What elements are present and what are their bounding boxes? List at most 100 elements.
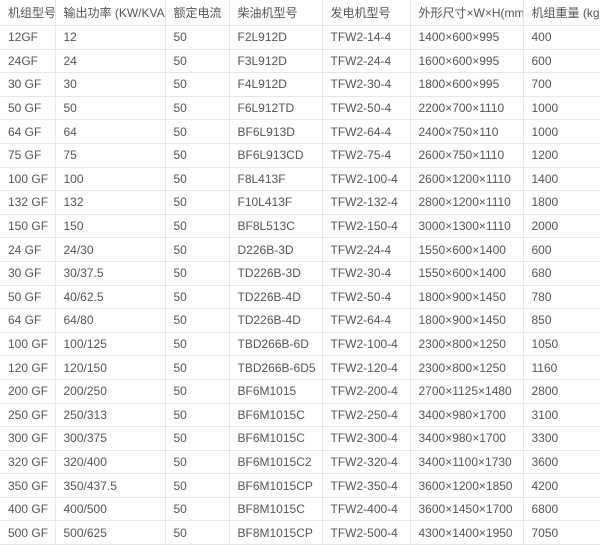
- cell-unit-weight: 600: [523, 49, 600, 74]
- table-row: 132 GF 132 50 F10L413F TFW2-132-4 2800×1200×1…: [0, 190, 600, 215]
- cell-unit-model: 250 GF: [0, 403, 56, 428]
- cell-rated-current: 50: [165, 214, 230, 239]
- cell-rated-current: 50: [165, 25, 230, 50]
- cell-generator-model: TFW2-132-4: [322, 190, 411, 215]
- cell-rated-current: 50: [165, 285, 230, 310]
- cell-rated-current: 50: [165, 96, 230, 121]
- cell-rated-current: 50: [165, 403, 230, 428]
- cell-generator-model: TFW2-250-4: [322, 403, 411, 428]
- cell-generator-model: TFW2-100-4: [322, 332, 411, 357]
- cell-dimensions: 3600×1450×1700: [410, 497, 524, 522]
- cell-generator-model: TFW2-320-4: [322, 450, 411, 475]
- cell-unit-weight: 7050: [523, 520, 600, 545]
- cell-unit-weight: 680: [523, 261, 600, 286]
- cell-diesel-engine-model: TD226B-4D: [229, 285, 323, 310]
- cell-diesel-engine-model: TD226B-4D: [229, 308, 323, 333]
- column-header-generator-model: 发电机型号: [322, 0, 411, 26]
- cell-unit-weight: 1000: [523, 119, 600, 144]
- cell-unit-model: 300 GF: [0, 426, 56, 451]
- column-header-rated-current: 额定电流: [165, 0, 230, 26]
- cell-diesel-engine-model: F2L912D: [229, 25, 323, 50]
- cell-rated-current: 50: [165, 473, 230, 498]
- cell-diesel-engine-model: BF6M1015C2: [229, 450, 323, 475]
- cell-unit-model: 132 GF: [0, 190, 56, 215]
- cell-dimensions: 2300×800×1250: [410, 355, 524, 380]
- table-row: 24GF 24 50 F3L912D TFW2-24-4 1600×600×995 600: [0, 49, 600, 74]
- cell-generator-model: TFW2-50-4: [322, 285, 411, 310]
- cell-unit-model: 200 GF: [0, 379, 56, 404]
- table-body: 12GF 12 50 F2L912D TFW2-14-4 1400×600×995 400 2…: [0, 25, 600, 545]
- cell-rated-current: 50: [165, 261, 230, 286]
- cell-generator-model: TFW2-30-4: [322, 261, 411, 286]
- cell-diesel-engine-model: F6L912TD: [229, 96, 323, 121]
- cell-diesel-engine-model: BF6M1015CP: [229, 473, 323, 498]
- cell-diesel-engine-model: F4L912D: [229, 72, 323, 97]
- cell-output-power: 64/80: [55, 308, 166, 333]
- cell-generator-model: TFW2-50-4: [322, 96, 411, 121]
- cell-rated-current: 50: [165, 355, 230, 380]
- cell-unit-model: 64 GF: [0, 308, 56, 333]
- cell-generator-model: TFW2-64-4: [322, 308, 411, 333]
- cell-unit-weight: 6800: [523, 497, 600, 522]
- table-row: 24 GF 24/30 50 D226B-3D TFW2-24-4 1550×600×14…: [0, 237, 600, 262]
- header-row: 机组型号 输出功率 (KW/KVA) 额定电流 柴油机型号 发电机型号 外形尺寸×W×H(…: [0, 0, 600, 26]
- cell-dimensions: 2600×750×1110: [410, 143, 524, 168]
- table-row: 350 GF 350/437.5 50 BF6M1015CP TFW2-350-4 360…: [0, 473, 600, 498]
- cell-diesel-engine-model: BF6L913CD: [229, 143, 323, 168]
- cell-dimensions: 3000×1300×1110: [410, 214, 524, 239]
- cell-generator-model: TFW2-24-4: [322, 49, 411, 74]
- cell-rated-current: 50: [165, 497, 230, 522]
- cell-output-power: 40/62.5: [55, 285, 166, 310]
- cell-unit-model: 24 GF: [0, 237, 56, 262]
- cell-output-power: 12: [55, 25, 166, 50]
- cell-unit-model: 30 GF: [0, 261, 56, 286]
- cell-output-power: 350/437.5: [55, 473, 166, 498]
- cell-generator-model: TFW2-300-4: [322, 426, 411, 451]
- cell-diesel-engine-model: F3L912D: [229, 49, 323, 74]
- table-row: 64 GF 64 50 BF6L913D TFW2-64-4 2400×750×110 10…: [0, 119, 600, 144]
- cell-diesel-engine-model: BF6M1015: [229, 379, 323, 404]
- cell-unit-model: 320 GF: [0, 450, 56, 475]
- cell-diesel-engine-model: F10L413F: [229, 190, 323, 215]
- cell-generator-model: TFW2-400-4: [322, 497, 411, 522]
- cell-rated-current: 50: [165, 426, 230, 451]
- cell-diesel-engine-model: BF6M1015C: [229, 426, 323, 451]
- table-row: 30 GF 30 50 F4L912D TFW2-30-4 1800×600×995 700: [0, 72, 600, 97]
- table-row: 100 GF 100/125 50 TBD266B-6D TFW2-100-4 2300×…: [0, 332, 600, 357]
- cell-diesel-engine-model: TD226B-3D: [229, 261, 323, 286]
- cell-unit-model: 50 GF: [0, 96, 56, 121]
- cell-output-power: 30: [55, 72, 166, 97]
- cell-unit-model: 500 GF: [0, 520, 56, 545]
- cell-output-power: 24/30: [55, 237, 166, 262]
- cell-output-power: 320/400: [55, 450, 166, 475]
- cell-unit-weight: 700: [523, 72, 600, 97]
- cell-rated-current: 50: [165, 119, 230, 144]
- cell-rated-current: 50: [165, 190, 230, 215]
- cell-unit-model: 400 GF: [0, 497, 56, 522]
- column-header-output-power: 输出功率 (KW/KVA): [55, 0, 166, 26]
- table-row: 320 GF 320/400 50 BF6M1015C2 TFW2-320-4 3400×…: [0, 450, 600, 475]
- table-row: 75 GF 75 50 BF6L913CD TFW2-75-4 2600×750×1110…: [0, 143, 600, 168]
- cell-rated-current: 50: [165, 379, 230, 404]
- cell-dimensions: 1800×900×1450: [410, 285, 524, 310]
- cell-output-power: 150: [55, 214, 166, 239]
- column-header-diesel-engine-model: 柴油机型号: [229, 0, 323, 26]
- cell-output-power: 250/313: [55, 403, 166, 428]
- cell-unit-model: 30 GF: [0, 72, 56, 97]
- cell-output-power: 100: [55, 167, 166, 192]
- table-row: 300 GF 300/375 50 BF6M1015C TFW2-300-4 3400×9…: [0, 426, 600, 451]
- table-row: 64 GF 64/80 50 TD226B-4D TFW2-64-4 1800×900×1…: [0, 308, 600, 333]
- cell-diesel-engine-model: BF6M1015C: [229, 403, 323, 428]
- cell-output-power: 64: [55, 119, 166, 144]
- cell-dimensions: 2800×1200×1110: [410, 190, 524, 215]
- cell-unit-model: 150 GF: [0, 214, 56, 239]
- column-header-unit-model: 机组型号: [0, 0, 56, 26]
- cell-output-power: 300/375: [55, 426, 166, 451]
- table-row: 30 GF 30/37.5 50 TD226B-3D TFW2-30-4 1550×600…: [0, 261, 600, 286]
- cell-diesel-engine-model: BF8L513C: [229, 214, 323, 239]
- cell-unit-weight: 850: [523, 308, 600, 333]
- cell-dimensions: 3600×1200×1850: [410, 473, 524, 498]
- cell-unit-weight: 2800: [523, 379, 600, 404]
- table-row: 150 GF 150 50 BF8L513C TFW2-150-4 3000×1300×1…: [0, 214, 600, 239]
